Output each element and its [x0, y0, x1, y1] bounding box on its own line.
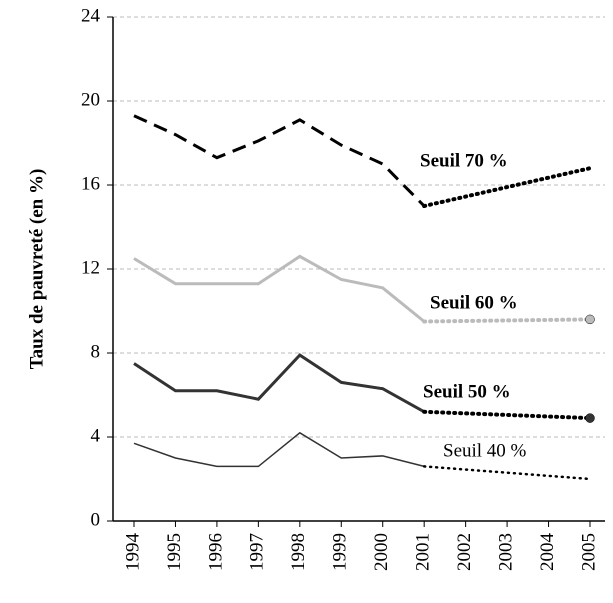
x-tick-label: 2001	[413, 533, 434, 571]
end-marker	[585, 314, 595, 325]
series-label: Seuil 40 %	[443, 440, 527, 461]
y-tick-label: 8	[91, 341, 101, 362]
x-tick-label: 1996	[205, 533, 226, 571]
series-line	[133, 254, 426, 323]
y-axis-title: Taux de pauvreté (en %)	[26, 169, 47, 370]
x-tick-label: 2003	[495, 533, 516, 571]
x-tick-label: 1995	[164, 533, 185, 571]
series-label: Seuil 70 %	[420, 150, 508, 171]
y-tick-label: 4	[91, 425, 101, 446]
series-projection	[422, 409, 592, 421]
end-marker	[585, 413, 595, 423]
series-label: Seuil 60 %	[430, 292, 518, 313]
series-line	[133, 353, 425, 414]
x-tick-label: 2000	[371, 533, 392, 571]
y-tick-label: 24	[81, 5, 101, 26]
series-projection	[422, 166, 592, 208]
x-tick-label: 1999	[330, 533, 351, 571]
series-label: Seuil 50 %	[423, 381, 511, 402]
series-projection	[422, 317, 592, 324]
x-tick-label: 2004	[537, 533, 558, 572]
y-tick-label: 12	[81, 257, 100, 278]
series-line	[133, 431, 425, 468]
x-tick-label: 1997	[247, 533, 268, 571]
x-tick-label: 1998	[288, 533, 309, 571]
series-projection	[422, 465, 592, 481]
y-tick-label: 20	[81, 89, 100, 110]
x-tick-label: 2005	[578, 533, 599, 571]
y-tick-label: 16	[81, 173, 100, 194]
series-line	[133, 114, 426, 208]
x-tick-label: 2002	[454, 533, 475, 571]
y-tick-label: 0	[91, 509, 101, 530]
x-tick-label: 1994	[122, 533, 143, 572]
